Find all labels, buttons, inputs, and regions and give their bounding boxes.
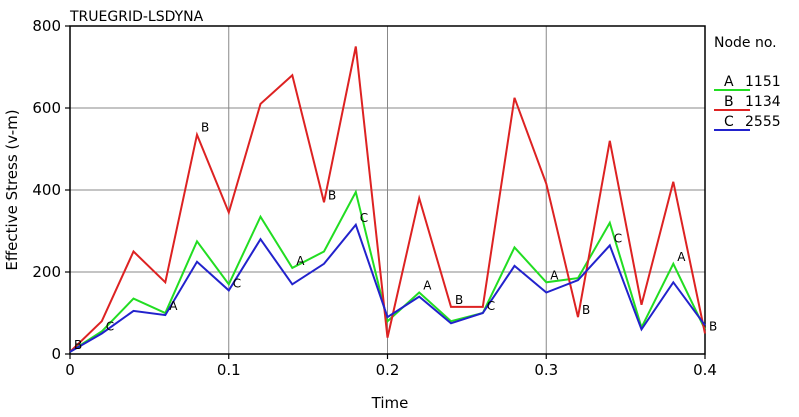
legend-label-1151: 1151 [745,74,781,90]
y-tick-label: 400 [32,181,61,199]
marker-label-B: B [709,320,717,334]
marker-labels: A A A A A B B B B B B C C C C C [74,121,717,352]
y-axis-label: Effective Stress (v-m) [3,109,21,270]
x-tick-label: 0.2 [376,361,400,379]
marker-label-A: A [423,279,432,293]
marker-label-C: C [614,231,622,245]
x-tick-label: 0.1 [217,361,241,379]
marker-label-C: C [487,299,495,313]
marker-label-A: A [677,250,686,264]
marker-label-A: A [296,254,305,268]
marker-label-A: A [169,299,178,313]
series-line-2555 [69,222,706,353]
marker-label-B: B [74,338,82,352]
legend-marker: C [724,114,734,130]
legend-marker: A [724,74,734,90]
marker-label-B: B [328,188,336,202]
legend-title: Node no. [714,35,777,51]
y-tick-label: 200 [32,263,61,281]
series-line-1134 [69,46,706,353]
y-tick-label: 600 [32,99,61,117]
x-tick-label: 0.4 [693,361,717,379]
legend-label-1134: 1134 [745,94,781,110]
grid [69,25,706,355]
marker-label-B: B [455,293,463,307]
series-layer [69,46,706,353]
legend: Node no. A 1151 B 1134 C 2555 [714,35,781,131]
series-line-1151 [69,189,706,353]
x-tick-label: 0 [65,361,75,379]
marker-label-C: C [106,320,114,334]
chart-title: TRUEGRID-LSDYNA [69,9,204,25]
marker-label-B: B [201,121,209,135]
axis-ticks: 0 0.1 0.2 0.3 0.4 0 200 400 600 800 [32,17,717,379]
marker-label-B: B [582,303,590,317]
legend-label-2555: 2555 [745,114,781,130]
y-tick-label: 0 [51,345,61,363]
x-axis-label: Time [371,394,409,412]
x-tick-label: 0.3 [534,361,558,379]
legend-marker: B [724,94,734,110]
marker-label-C: C [233,276,241,290]
marker-label-C: C [360,211,368,225]
marker-label-A: A [550,268,559,282]
y-tick-label: 800 [32,17,61,35]
